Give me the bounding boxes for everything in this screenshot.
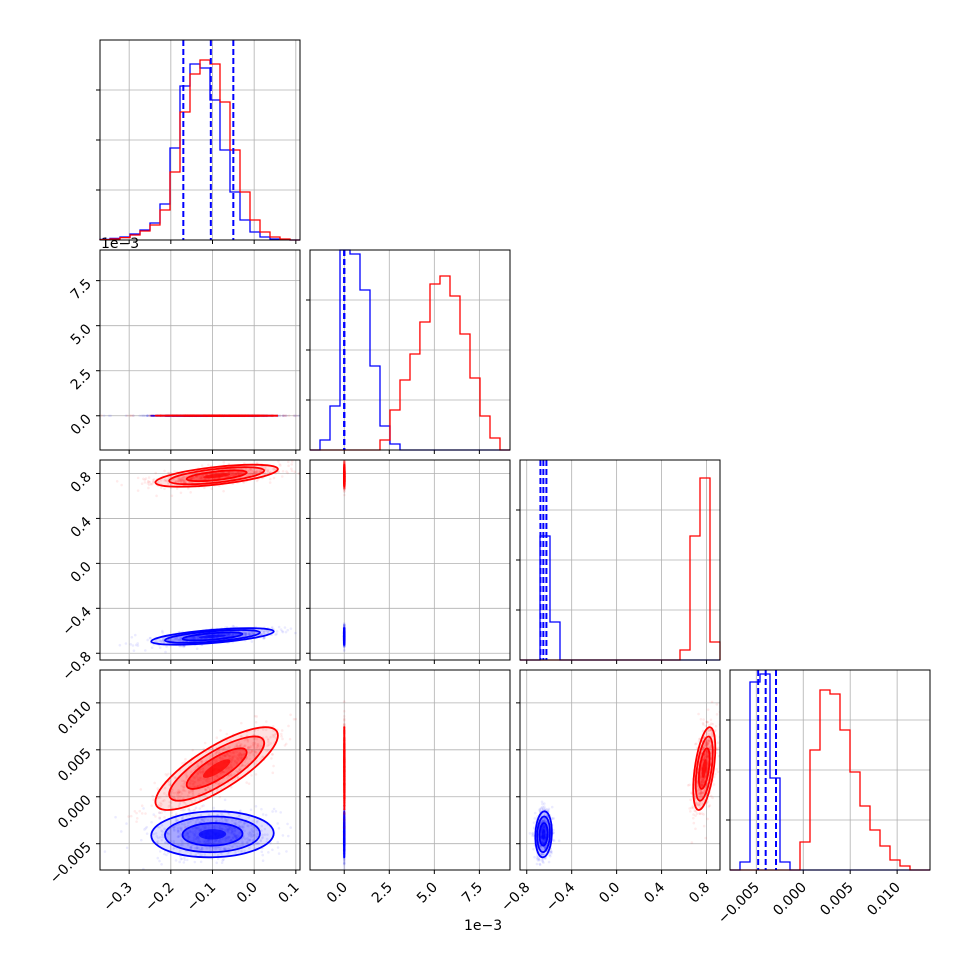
blue-histogram-param-3 xyxy=(730,673,930,871)
panel-frame xyxy=(309,669,511,871)
y-tick-label: 0.0 xyxy=(68,411,95,438)
density-fill xyxy=(198,829,227,840)
density-contour xyxy=(697,747,711,790)
x-tick-label: 0.8 xyxy=(686,879,713,906)
x-tick-label: 0.4 xyxy=(641,879,668,906)
y-tick-label: 0.005 xyxy=(55,745,95,785)
x-tick-label: 7.5 xyxy=(459,879,486,906)
density-contour xyxy=(164,629,261,644)
density-layer xyxy=(342,700,346,870)
density-contour xyxy=(536,815,551,854)
density-contour xyxy=(181,631,244,642)
x-tick-label: 0.0 xyxy=(234,879,261,906)
panel-0-0 xyxy=(96,39,301,244)
panel-3-1: 0.0 2.5 5.0 7.5 xyxy=(306,669,511,906)
density-fill xyxy=(541,829,546,840)
panel-1-0: 0.0 2.5 5.0 7.5 xyxy=(68,249,301,454)
panel-frame xyxy=(309,249,511,451)
panel-2-2 xyxy=(516,459,721,664)
density-fill xyxy=(198,634,227,639)
panel-frame xyxy=(519,459,721,661)
y-tick-label: −0.4 xyxy=(59,604,94,639)
y-tick-label: −0.8 xyxy=(59,649,94,684)
density-contour xyxy=(534,810,553,859)
y-tick-label: 0.8 xyxy=(68,469,95,496)
panel-1-1 xyxy=(306,249,511,454)
density-contour xyxy=(164,815,261,854)
panel-frame xyxy=(309,459,511,661)
y-tick-label: 7.5 xyxy=(68,276,95,303)
x-tick-label: 0.1 xyxy=(276,879,303,906)
density-contour xyxy=(181,822,244,847)
x-tick-label: −0.8 xyxy=(498,879,533,914)
x-tick-label: 0.000 xyxy=(770,879,810,919)
y-tick-label: 0.4 xyxy=(68,514,95,541)
panel-3-0: −0.3 −0.2 −0.1 0.0 0.1 −0.005 0.000 0.005 0.010 xyxy=(47,669,303,915)
red-histogram-param-3 xyxy=(730,689,930,871)
density-contour xyxy=(694,735,714,802)
density-contour xyxy=(150,810,275,859)
x-tick-label: 0.010 xyxy=(864,879,904,919)
y-tick-label: 0.0 xyxy=(68,559,95,586)
panel-frame xyxy=(99,39,301,241)
density-contour xyxy=(185,747,248,790)
x-tick-label: −0.2 xyxy=(142,879,177,914)
red-histogram-param-0 xyxy=(99,59,300,241)
y-tick-label: 0.010 xyxy=(55,698,95,738)
panel-frame xyxy=(99,249,301,451)
density-layer xyxy=(103,713,298,870)
panel-3-3: −0.005 0.000 0.005 0.010 xyxy=(715,669,931,927)
x-tick-label: −0.4 xyxy=(543,879,578,914)
x-tick-label: 2.5 xyxy=(369,879,396,906)
density-contour xyxy=(168,466,266,486)
density-fill xyxy=(701,759,707,778)
density-layer xyxy=(342,460,346,653)
x-tick-label: 0.0 xyxy=(596,879,623,906)
density-contour xyxy=(150,627,275,646)
x-tick-label: 5.0 xyxy=(414,879,441,906)
panel-frame xyxy=(729,669,931,871)
density-contour xyxy=(154,726,279,811)
x-tick-label: −0.005 xyxy=(715,879,763,927)
x-tick-label: −0.1 xyxy=(184,879,219,914)
y-tick-label: −0.005 xyxy=(47,839,95,887)
panel-frame xyxy=(99,669,301,871)
panel-2-0: −0.8 −0.4 0.0 0.4 0.8 xyxy=(59,459,301,684)
x-offset-label-param-2: 1e−3 xyxy=(464,918,502,934)
panel-frame xyxy=(99,459,301,661)
y-tick-label: 5.0 xyxy=(68,321,95,348)
density-layer xyxy=(115,460,300,654)
density-contour xyxy=(154,463,279,488)
density-fill xyxy=(202,759,231,778)
panel-3-2: −0.8 −0.4 0.0 0.4 0.8 xyxy=(498,669,721,915)
density-contour xyxy=(538,822,549,847)
density-fill xyxy=(202,473,231,479)
y-tick-label: 2.5 xyxy=(68,366,95,393)
panel-frame xyxy=(519,669,721,871)
density-contour xyxy=(185,469,248,483)
y-tick-label: 0.000 xyxy=(55,792,95,832)
density-contour xyxy=(692,726,717,811)
density-contour xyxy=(168,735,266,802)
x-tick-label: 0.0 xyxy=(324,879,351,906)
x-tick-label: −0.3 xyxy=(101,879,136,914)
panel-2-1 xyxy=(306,459,511,664)
density-layer xyxy=(528,700,720,867)
density-layer xyxy=(100,414,300,418)
x-tick-label: 0.005 xyxy=(817,879,857,919)
